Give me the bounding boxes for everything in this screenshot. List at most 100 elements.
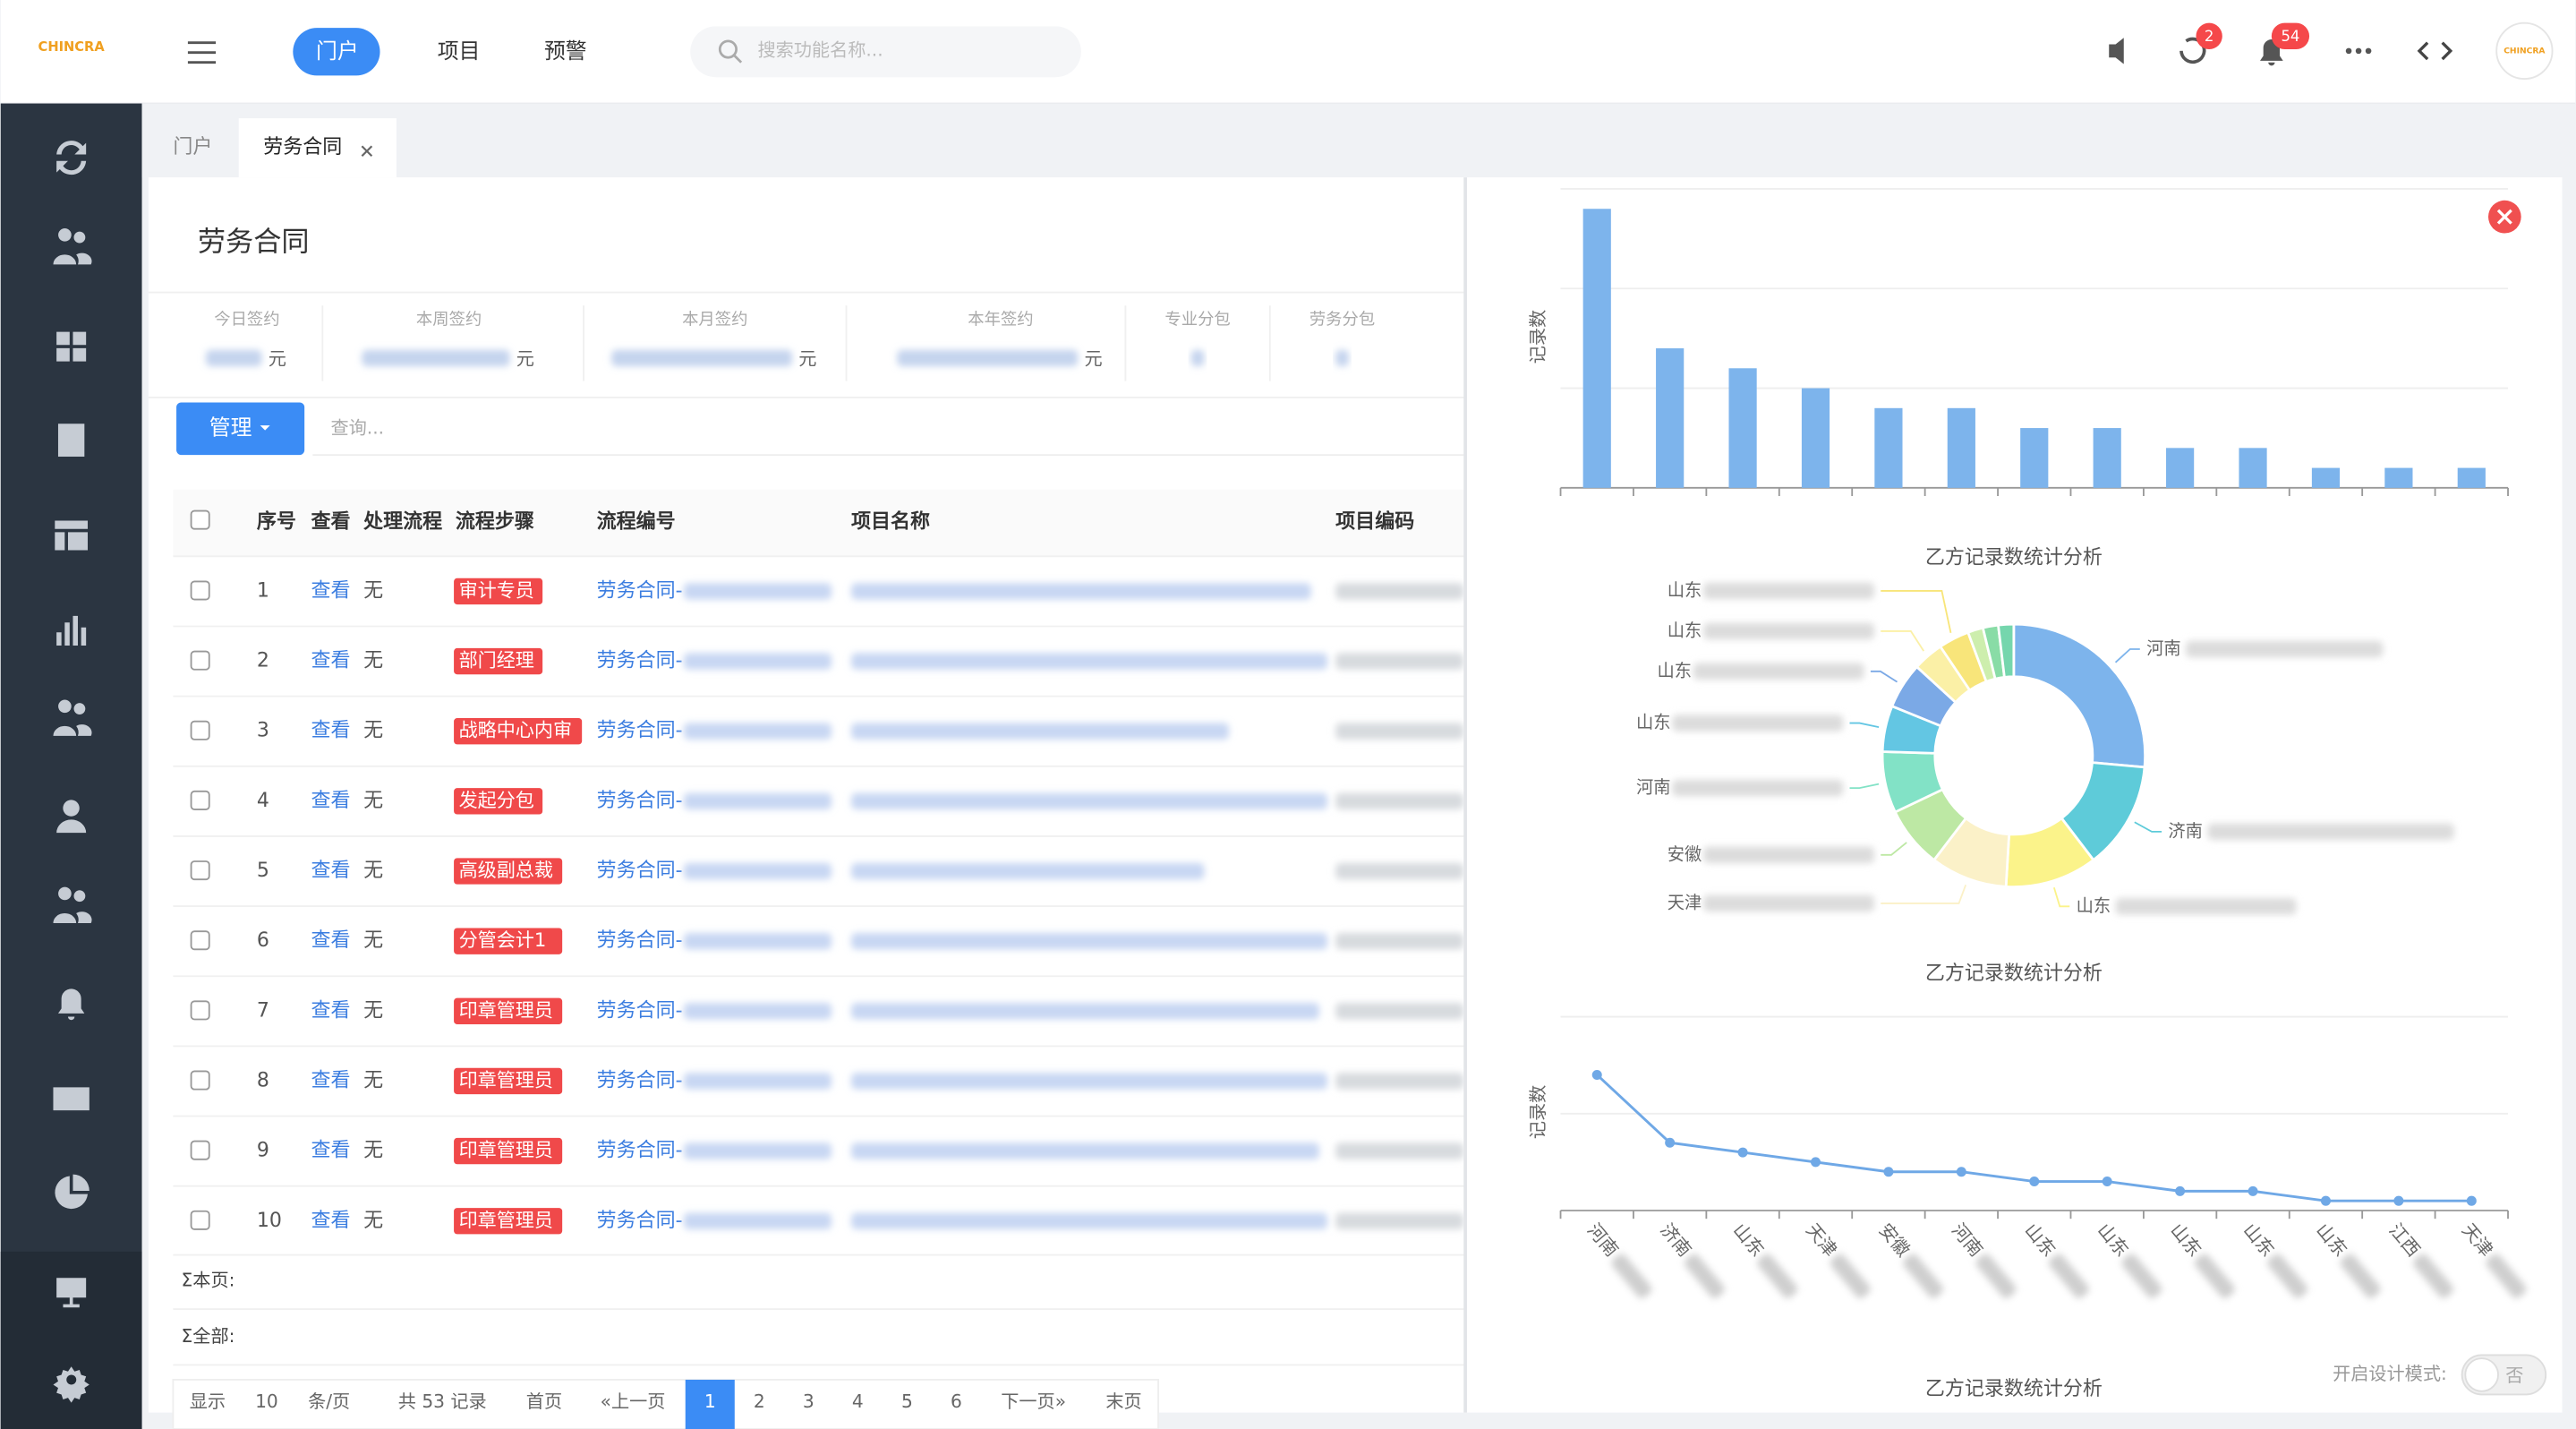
tab-label: 劳务合同 <box>263 136 342 158</box>
label-line <box>1849 783 1880 790</box>
page-number[interactable]: 4 <box>852 1390 864 1412</box>
toggle-knob <box>2464 1357 2499 1392</box>
sidebar-icon[interactable] <box>55 1174 90 1210</box>
view-link[interactable]: 查看 <box>311 999 350 1022</box>
bar <box>1582 209 1611 488</box>
top-bar <box>0 0 2576 104</box>
checkbox[interactable] <box>190 1070 210 1091</box>
panel <box>1465 177 2563 1413</box>
more-icon[interactable] <box>2345 47 2352 55</box>
pie-label: 河南 <box>2146 637 2180 658</box>
flow-number[interactable]: 劳务合同- <box>597 1069 683 1091</box>
flow-number[interactable]: 劳务合同- <box>597 1140 683 1162</box>
page-number[interactable]: 3 <box>803 1390 815 1412</box>
view-link[interactable]: 查看 <box>311 860 350 882</box>
view-link[interactable]: 查看 <box>311 929 350 952</box>
blurred-text <box>1190 349 1205 367</box>
tab-close[interactable] <box>361 145 373 158</box>
checkbox[interactable] <box>190 509 210 530</box>
nav-item[interactable]: 项目 <box>438 39 481 64</box>
page-size[interactable]: 10 <box>255 1390 278 1412</box>
sidebar-icon[interactable] <box>53 1366 90 1403</box>
bar <box>1656 348 1685 488</box>
bar <box>2384 467 2413 488</box>
point <box>1591 1069 1602 1080</box>
bar <box>2239 448 2267 488</box>
sidebar-icon[interactable] <box>53 886 92 923</box>
tab[interactable]: 门户 <box>173 136 212 158</box>
sidebar-icon[interactable] <box>53 699 92 736</box>
first-page[interactable]: 首页 <box>526 1390 562 1412</box>
view-link[interactable]: 查看 <box>311 579 350 602</box>
sidebar-icon[interactable] <box>56 615 87 646</box>
checkbox[interactable] <box>190 790 210 810</box>
manage-button[interactable] <box>176 402 305 456</box>
pie-label: 山东 <box>1668 620 1702 640</box>
flow-number[interactable]: 劳务合同- <box>597 860 683 882</box>
flow-number[interactable]: 劳务合同- <box>597 790 683 812</box>
flow-number[interactable]: 劳务合同- <box>597 720 683 742</box>
query-input[interactable]: 查询... <box>330 416 384 438</box>
row-index: 10 <box>257 1210 282 1232</box>
blurred-text <box>683 1142 832 1159</box>
sidebar-icon[interactable] <box>53 1087 90 1111</box>
blurred-text <box>1335 583 1464 600</box>
sum-page: Σ本页: <box>182 1269 235 1290</box>
checkbox[interactable] <box>190 1210 210 1230</box>
checkbox[interactable] <box>190 580 210 601</box>
page-number[interactable]: 6 <box>951 1390 962 1412</box>
sidebar-icon[interactable] <box>57 424 85 457</box>
view-link[interactable]: 查看 <box>311 1140 350 1162</box>
checkbox[interactable] <box>190 860 210 881</box>
column-header: 序号 <box>257 509 296 533</box>
blurred-text <box>1703 846 1874 863</box>
checkbox[interactable] <box>190 1140 210 1160</box>
more-icon[interactable] <box>2355 47 2362 55</box>
sidebar-icon[interactable] <box>53 227 92 265</box>
sidebar-icon[interactable] <box>56 800 87 834</box>
sidebar-icon[interactable] <box>55 520 88 551</box>
flow-number[interactable]: 劳务合同- <box>597 1210 683 1232</box>
checkbox[interactable] <box>190 720 210 740</box>
code-icon[interactable] <box>2417 41 2453 61</box>
badge-count: 2 <box>2205 28 2214 45</box>
flow-number[interactable]: 劳务合同- <box>597 929 683 952</box>
nav-item[interactable]: 预警 <box>544 39 587 64</box>
more-icon[interactable] <box>2365 47 2372 55</box>
view-link[interactable]: 查看 <box>311 1210 350 1232</box>
checkbox[interactable] <box>190 1000 210 1021</box>
view-link[interactable]: 查看 <box>311 650 350 672</box>
step-tag <box>454 1067 563 1095</box>
view-link[interactable]: 查看 <box>311 790 350 812</box>
page-active[interactable] <box>685 1379 735 1429</box>
stat-unit: 元 <box>798 347 816 369</box>
y-axis-label: 记录数 <box>1527 1085 1548 1139</box>
blurred-text <box>851 723 1229 740</box>
page-number[interactable]: 1 <box>704 1390 716 1412</box>
point <box>1883 1167 1894 1177</box>
flow-number[interactable]: 劳务合同- <box>597 999 683 1022</box>
page-number[interactable]: 2 <box>754 1390 765 1412</box>
view-link[interactable]: 查看 <box>311 1069 350 1091</box>
avatar[interactable] <box>2495 21 2554 80</box>
last-page[interactable]: 末页 <box>1105 1390 1141 1412</box>
prev-page[interactable]: «上一页 <box>601 1390 666 1412</box>
flow-number[interactable]: 劳务合同- <box>597 579 683 602</box>
refresh-icon[interactable] <box>2179 37 2206 64</box>
page-number[interactable]: 5 <box>901 1390 913 1412</box>
flow-number[interactable]: 劳务合同- <box>597 650 683 672</box>
blurred-text <box>1335 1073 1464 1090</box>
nav-active[interactable] <box>293 28 380 76</box>
checkbox[interactable] <box>190 650 210 671</box>
sidebar-icon[interactable] <box>56 1278 87 1308</box>
sidebar-icon[interactable] <box>57 988 85 1021</box>
step-label: 分管会计1 <box>459 928 547 951</box>
sidebar-icon[interactable] <box>56 331 87 362</box>
view-link[interactable]: 查看 <box>311 720 350 742</box>
next-page[interactable]: 下一页» <box>1001 1390 1066 1412</box>
blurred-text <box>206 349 262 367</box>
nav-item[interactable]: 门户 <box>316 39 359 64</box>
search-box[interactable] <box>690 26 1081 78</box>
checkbox[interactable] <box>190 930 210 951</box>
